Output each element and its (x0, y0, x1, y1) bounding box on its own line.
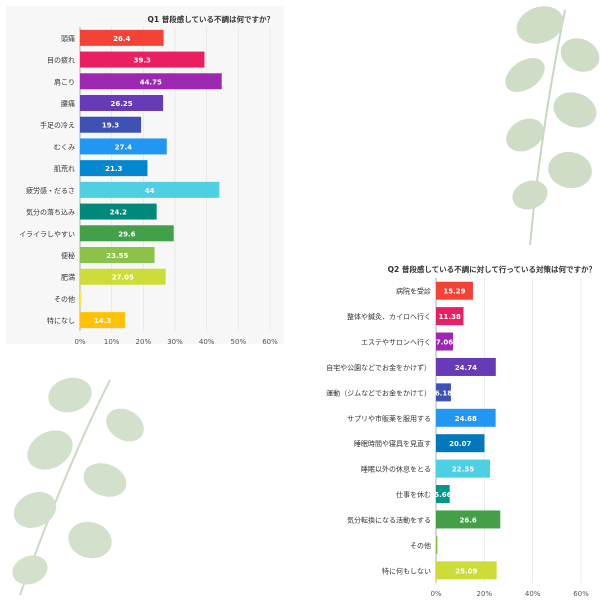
q1-bar (80, 312, 126, 329)
q2-bar (436, 535, 438, 554)
q1-value-label: 44.75 (140, 78, 162, 86)
q2-bar (436, 485, 450, 504)
q1-bar (80, 203, 157, 220)
q2-value-label: 26.6 (460, 516, 477, 524)
q2-value-label: 25.09 (455, 567, 477, 575)
q1-bar (80, 51, 205, 68)
q2-bar (436, 281, 473, 300)
q1-bar (80, 138, 167, 155)
q1-value-label: 26.25 (110, 100, 132, 108)
q1-category-label: イライラしやすい (19, 230, 75, 238)
q2-value-label: 24.74 (455, 364, 477, 372)
q1-category-label: 便秘 (61, 251, 75, 260)
q2-chart: Q2 普段感している不調に対して行っている対策は何ですか？ 0% 20% 40% 60%… (305, 264, 596, 598)
q1-x-tick-label: 10% (104, 338, 120, 344)
q1-bar (80, 268, 166, 285)
q2-x-tick-label: 20% (477, 590, 493, 598)
q2-value-label: 20.07 (449, 440, 471, 448)
q2-x-tick-label: 40% (525, 590, 541, 598)
q1-category-label: 肌荒れ (54, 164, 75, 173)
q1-x-tick-label: 40% (199, 338, 215, 344)
q1-value-label: 44 (145, 187, 155, 195)
q1-category-label: むくみ (54, 143, 75, 151)
q1-x-tick-label: 30% (167, 338, 183, 344)
q2-category-label: 睡眠時間や寝具を見直す (354, 439, 431, 448)
q2-category-label: 睡眠以外の休息をとる (361, 465, 431, 474)
q1-bar (80, 247, 155, 263)
q1-category-label: 目の疲れ (47, 56, 75, 65)
q2-chart-panel: Q2 普段感している不調に対して行っている対策は何ですか？ 0% 20% 40% 60%… (305, 258, 600, 600)
q2-bar (436, 408, 496, 427)
q1-value-label: 14.3 (94, 317, 111, 325)
q2-bar (436, 434, 485, 453)
q2-bar (436, 561, 497, 580)
q1-category-label: 特になし (47, 316, 75, 325)
q2-value-label: 7.06 (436, 339, 453, 347)
q1-x-tick-label: 20% (136, 338, 152, 344)
q2-chart-title: Q2 普段感している不調に対して行っている対策は何ですか？ (388, 264, 596, 274)
q2-value-label: 15.29 (443, 288, 465, 296)
q1-value-label: 24.2 (110, 209, 127, 217)
q1-bar (80, 29, 164, 46)
q1-x-tick-label: 0% (74, 338, 85, 344)
q2-bar (436, 357, 496, 376)
q2-category-label: 特に何もしない (382, 566, 431, 575)
q1-category-label: 頭痛 (61, 34, 75, 43)
q2-category-label: 運動（ジムなどでお金をかけて） (326, 388, 431, 397)
q2-category-label: 運動（自宅や公園などでお金をかけず） (326, 363, 431, 372)
q1-value-label: 27.4 (115, 143, 132, 151)
q2-bar (436, 332, 454, 351)
q2-value-label: 24.68 (455, 415, 477, 423)
q1-category-label: 肩こり (54, 77, 75, 86)
q1-chart-panel: Q1 普段感している不調は何ですか？ 0% 10% 20% 30% 40% 50% 60% 頭痛… (6, 6, 284, 346)
q2-x-tick-label: 60% (573, 590, 589, 598)
q2-category-label: サプリや市販薬を服用する (347, 414, 431, 423)
q2-category-label: その他 (410, 541, 431, 550)
q1-value-label: 23.55 (106, 252, 128, 260)
q2-bar (436, 459, 491, 478)
q2-bar (436, 307, 464, 326)
q1-x-tick-label: 60% (262, 338, 278, 344)
q1-value-label: 39.3 (134, 57, 151, 65)
q2-value-label: 6.18 (435, 389, 452, 397)
q1-category-label: その他 (54, 294, 75, 303)
q1-category-label: 腰痛 (61, 99, 75, 108)
q2-bar (436, 510, 501, 529)
q1-value-label: 21.3 (105, 165, 122, 173)
leaf-decoration-bottom-left (12, 377, 144, 596)
q1-bar (80, 181, 220, 198)
q2-category-label: 仕事を休む (396, 490, 431, 499)
q1-value-label: 26.4 (113, 35, 130, 43)
q1-bar (80, 160, 148, 177)
q1-chart-title: Q1 普段感している不調は何ですか？ (148, 14, 274, 24)
q1-x-tick-label: 50% (231, 338, 247, 344)
q1-category-label: 肥満 (61, 274, 75, 282)
q2-category-label: 気分転換になる活動をする (347, 515, 431, 524)
q2-category-label: 病院を受診 (396, 287, 431, 296)
q1-bar (80, 95, 164, 111)
q2-value-label: 5.66 (434, 491, 451, 499)
q1-chart: Q1 普段感している不調は何ですか？ 0% 10% 20% 30% 40% 50% 60% 頭痛… (19, 14, 278, 346)
q1-category-label: 疲労感・だるさ (26, 186, 75, 195)
q2-category-label: 整体や鍼灸、カイロへ行く (347, 312, 431, 321)
q2-x-tick-label: 0% (430, 590, 441, 598)
q2-category-label: エステやサロンへ行く (361, 338, 431, 347)
q1-value-label: 19.3 (102, 122, 119, 130)
q1-bar (80, 225, 174, 242)
q1-bar (80, 73, 222, 90)
q2-value-label: 11.38 (439, 313, 461, 321)
leaf-decoration-top-right (505, 6, 600, 246)
q2-bar (436, 383, 451, 402)
q2-value-label: 22.35 (452, 466, 474, 474)
q1-category-label: 気分の落ち込み (26, 208, 75, 217)
q1-category-label: 手足の冷え (40, 121, 75, 130)
q1-bar (80, 116, 142, 133)
q1-bar (80, 290, 82, 307)
q1-value-label: 29.6 (118, 230, 135, 238)
q1-value-label: 27.05 (112, 274, 134, 282)
